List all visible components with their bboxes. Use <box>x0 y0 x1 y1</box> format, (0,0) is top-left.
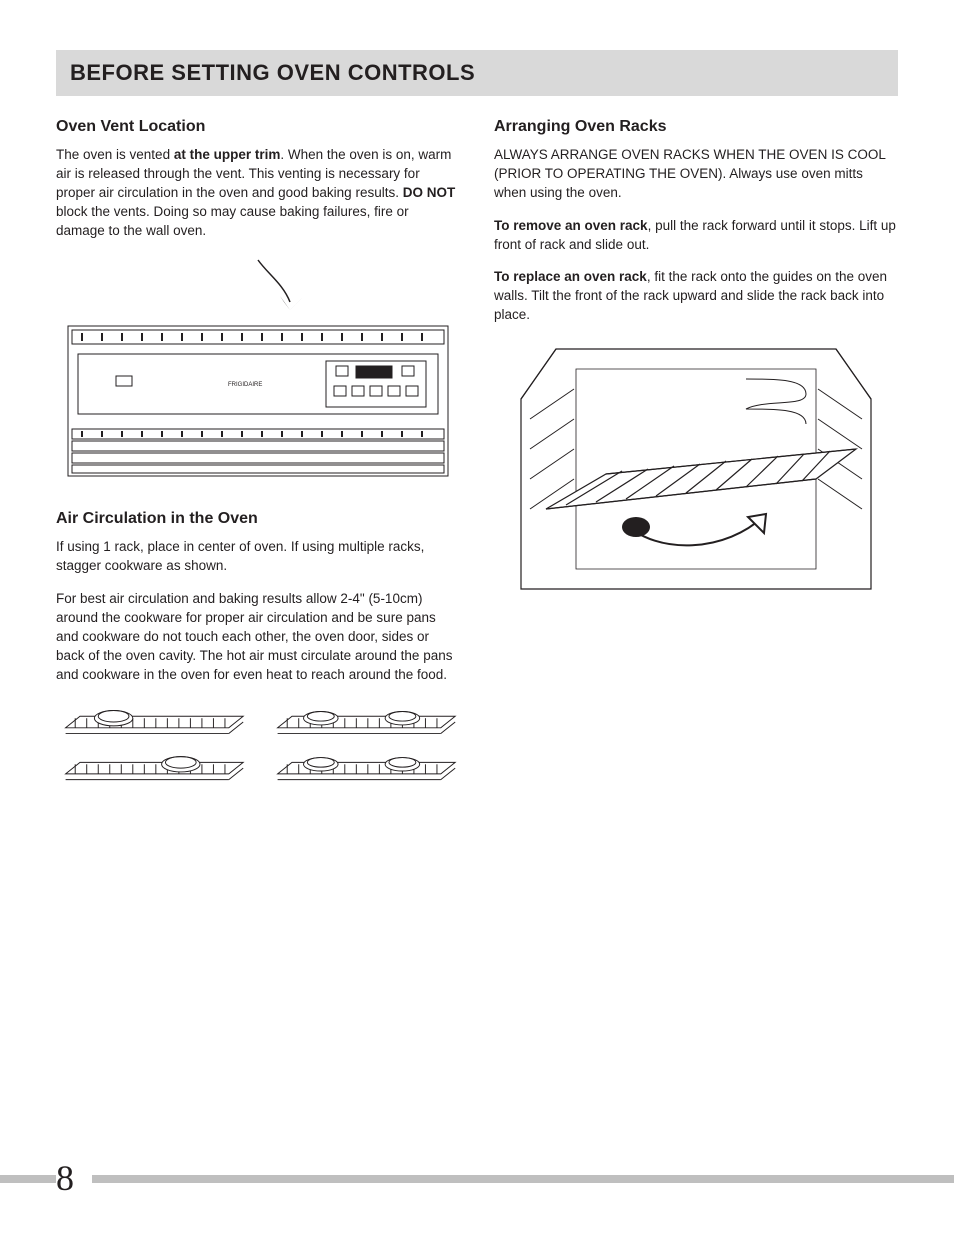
two-column-layout: Oven Vent Location The oven is vented at… <box>56 118 898 818</box>
page-number: 8 <box>56 1157 74 1199</box>
text-bold: at the upper trim <box>174 147 281 162</box>
air-p2: For best air circulation and baking resu… <box>56 590 460 684</box>
air-p1: If using 1 rack, place in center of oven… <box>56 538 460 576</box>
vent-paragraph: The oven is vented at the upper trim. Wh… <box>56 146 460 240</box>
racks-p1: ALWAYS ARRANGE OVEN RACKS WHEN THE OVEN … <box>494 146 898 203</box>
text-bold: To replace an oven rack <box>494 269 647 284</box>
left-column: Oven Vent Location The oven is vented at… <box>56 118 460 818</box>
rack-insert-illustration <box>494 339 898 599</box>
footer-rule-right <box>92 1175 954 1183</box>
text: block the vents. Doing so may cause baki… <box>56 204 409 238</box>
section-title-bar: BEFORE SETTING OVEN CONTROLS <box>56 50 898 96</box>
rack-cookware-illustrations <box>56 699 460 805</box>
racks-p2: To remove an oven rack, pull the rack fo… <box>494 217 898 255</box>
vent-heading: Oven Vent Location <box>56 118 460 136</box>
air-heading: Air Circulation in the Oven <box>56 510 460 528</box>
manual-page: BEFORE SETTING OVEN CONTROLS Oven Vent L… <box>0 0 954 858</box>
svg-text:FRIGIDAIRE: FRIGIDAIRE <box>228 382 262 388</box>
text-bold: DO NOT <box>403 185 456 200</box>
footer-rule-left <box>0 1175 56 1183</box>
text-bold: To remove an oven rack <box>494 218 648 233</box>
section-title: BEFORE SETTING OVEN CONTROLS <box>70 60 884 86</box>
racks-heading: Arranging Oven Racks <box>494 118 898 136</box>
racks-p3: To replace an oven rack, fit the rack on… <box>494 268 898 325</box>
oven-front-illustration: FRIGIDAIRE <box>56 254 460 484</box>
text: The oven is vented <box>56 147 174 162</box>
right-column: Arranging Oven Racks ALWAYS ARRANGE OVEN… <box>494 118 898 818</box>
